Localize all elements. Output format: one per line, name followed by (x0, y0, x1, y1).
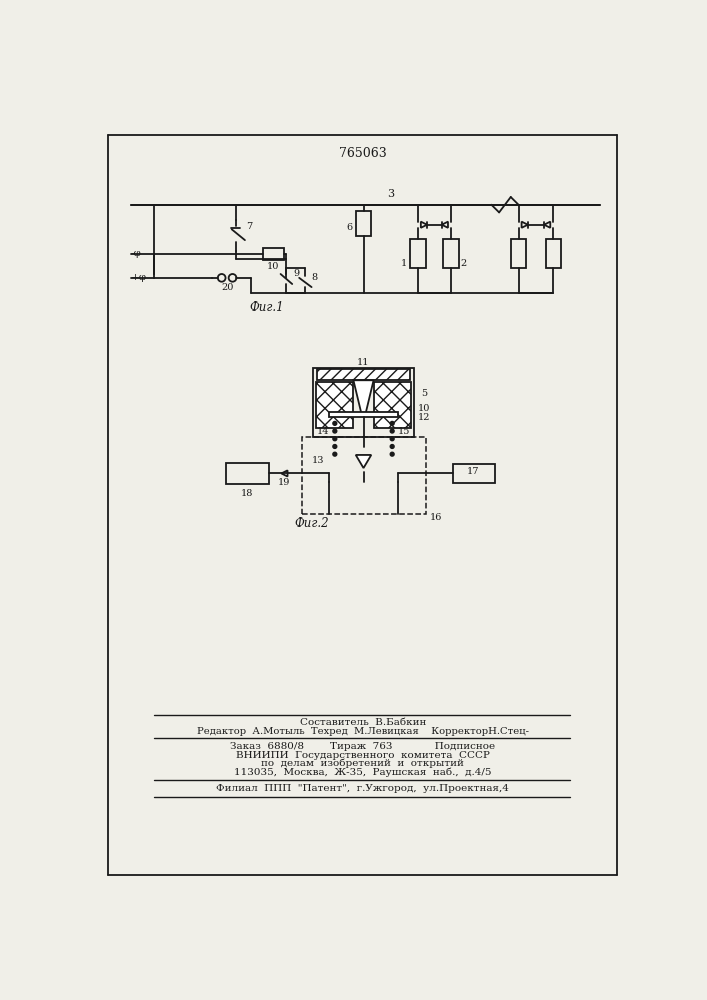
Text: Составитель  В.Бабкин: Составитель В.Бабкин (300, 718, 426, 727)
Circle shape (390, 437, 394, 441)
Circle shape (390, 429, 394, 433)
Text: Филиал  ППП  "Патент",  г.Ужгород,  ул.Проектная,4: Филиал ППП "Патент", г.Ужгород, ул.Проек… (216, 784, 509, 793)
Text: ВНИИПИ  Государственного  комитета  СССР: ВНИИПИ Государственного комитета СССР (236, 751, 490, 760)
Text: Фиг.1: Фиг.1 (250, 301, 284, 314)
Circle shape (390, 421, 394, 425)
Text: 16: 16 (429, 513, 442, 522)
Text: по  делам  изобретений  и  открытий: по делам изобретений и открытий (262, 759, 464, 768)
Text: +φ: +φ (131, 273, 147, 282)
Bar (546, 239, 561, 268)
Bar (452, 464, 495, 483)
Bar (510, 239, 526, 268)
Text: Фиг.2: Фиг.2 (294, 517, 329, 530)
Text: 17: 17 (467, 467, 480, 476)
Text: 1: 1 (401, 259, 407, 268)
Bar (410, 239, 426, 268)
Text: 9: 9 (293, 269, 299, 278)
Text: 6: 6 (346, 223, 353, 232)
Bar (301, 437, 426, 514)
Text: 7: 7 (247, 222, 252, 231)
Circle shape (333, 445, 337, 448)
Text: 10: 10 (267, 262, 279, 271)
Bar (317, 369, 410, 380)
Text: 12: 12 (418, 413, 430, 422)
Text: 2: 2 (460, 259, 467, 268)
Bar (226, 463, 269, 484)
Bar (356, 211, 371, 235)
Text: 10: 10 (418, 404, 430, 413)
Circle shape (390, 445, 394, 448)
Circle shape (390, 452, 394, 456)
Text: 8: 8 (312, 273, 317, 282)
Bar (329, 412, 398, 417)
Text: 14: 14 (317, 427, 329, 436)
Polygon shape (354, 380, 373, 413)
Text: Редактор  А.Мотыль  Техред  М.Левицкая    КорректорН.Стец-: Редактор А.Мотыль Техред М.Левицкая Корр… (197, 727, 529, 736)
Text: 3: 3 (387, 189, 395, 199)
Bar (263, 248, 284, 260)
Text: 11: 11 (357, 358, 370, 367)
Text: 19: 19 (279, 478, 291, 487)
Text: 113035,  Москва,  Ж-35,  Раушская  наб.,  д.4/5: 113035, Москва, Ж-35, Раушская наб., д.4… (234, 767, 491, 777)
Text: 765063: 765063 (339, 147, 387, 160)
Text: 20: 20 (221, 283, 233, 292)
Bar (316, 382, 354, 428)
Circle shape (333, 429, 337, 433)
Text: 18: 18 (241, 489, 253, 498)
Circle shape (333, 452, 337, 456)
Text: 13: 13 (312, 456, 324, 465)
Text: Заказ  6880/8        Тираж  763             Подписное: Заказ 6880/8 Тираж 763 Подписное (230, 742, 496, 751)
Text: -φ: -φ (131, 249, 142, 258)
Text: 5: 5 (421, 389, 427, 398)
Polygon shape (281, 470, 288, 477)
Polygon shape (356, 455, 371, 468)
Circle shape (333, 437, 337, 441)
Text: 15: 15 (397, 427, 410, 436)
Circle shape (333, 421, 337, 425)
Bar (443, 239, 459, 268)
Bar (313, 368, 414, 437)
Bar (373, 382, 411, 428)
